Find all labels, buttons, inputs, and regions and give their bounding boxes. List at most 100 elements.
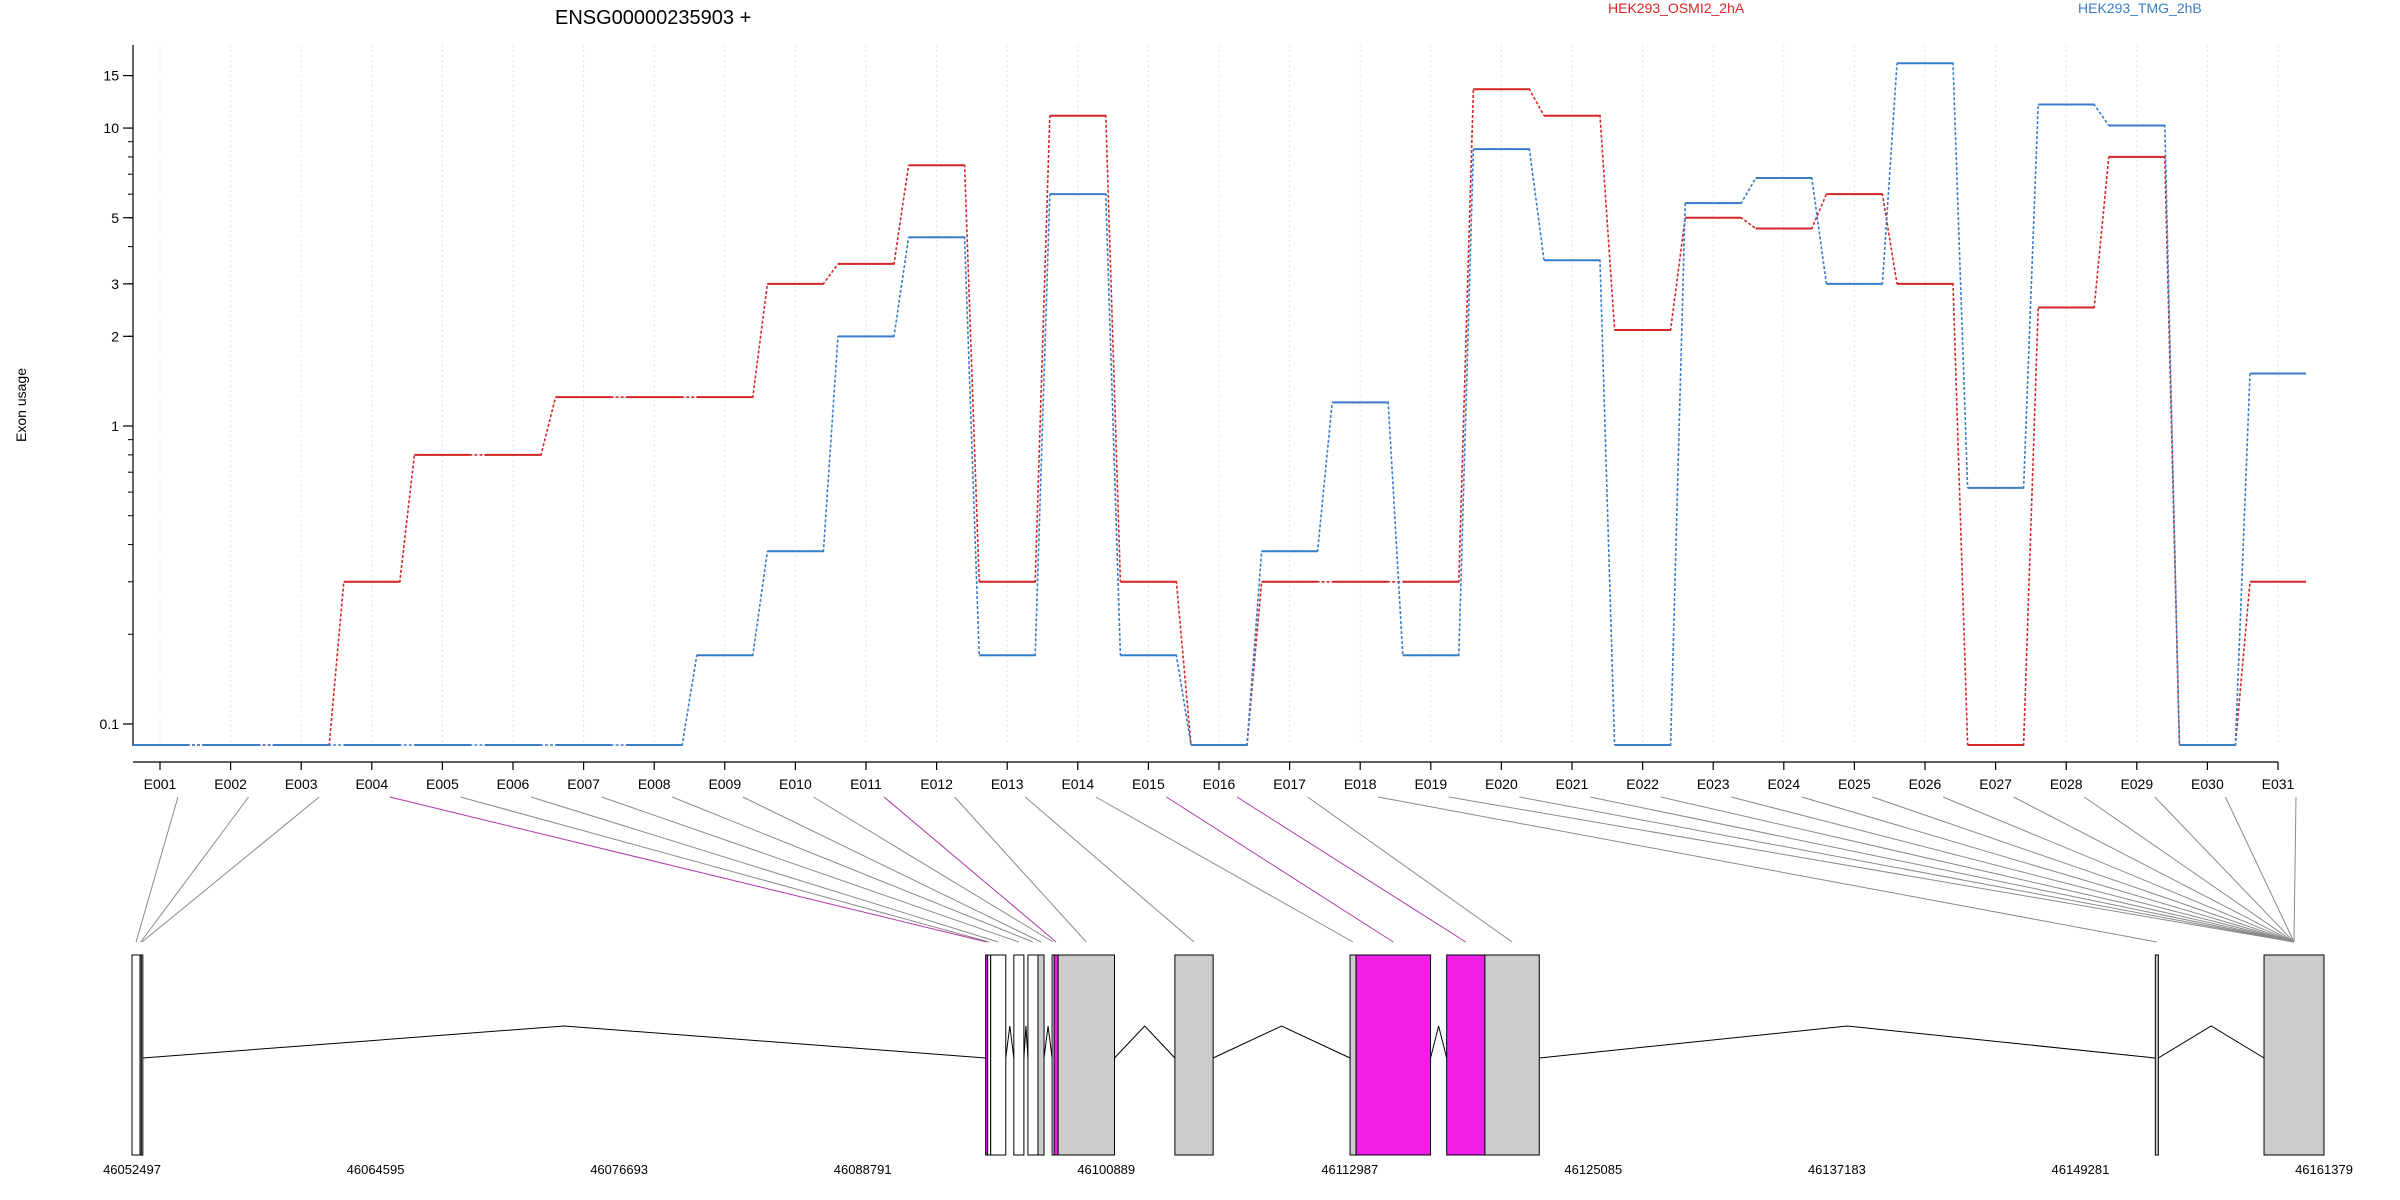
series-segment bbox=[1049, 193, 1122, 656]
series-segment bbox=[273, 581, 345, 746]
series-segment bbox=[2038, 156, 2110, 309]
x-tick-label: E024 bbox=[1767, 776, 1800, 792]
series-segment bbox=[696, 551, 769, 657]
x-tick-label: E020 bbox=[1485, 776, 1518, 792]
series-segment bbox=[979, 194, 1051, 657]
x-tick-label: E031 bbox=[2262, 776, 2295, 792]
exon-box bbox=[1057, 954, 1115, 1156]
exon-box bbox=[2154, 954, 2159, 1156]
exon-connector bbox=[530, 796, 999, 943]
intron-line bbox=[1430, 1025, 1448, 1059]
exon-box bbox=[1349, 954, 1357, 1156]
x-tick-label: E022 bbox=[1626, 776, 1659, 792]
series-segment bbox=[1614, 217, 1686, 331]
genomic-coordinate-labels: 46052497 46064595 46076693 46088791 46100889… bbox=[103, 1162, 2353, 1177]
x-tick-label: E030 bbox=[2191, 776, 2224, 792]
x-tick-label: E028 bbox=[2050, 776, 2083, 792]
series-segment bbox=[1402, 89, 1475, 583]
x-tick-label: E016 bbox=[1203, 776, 1236, 792]
chart-title: ENSG00000235903 + bbox=[555, 7, 751, 29]
series-segment bbox=[1120, 581, 1192, 746]
y-tick-label: 2 bbox=[111, 328, 119, 344]
intron-line bbox=[142, 1025, 986, 1059]
series-segment bbox=[767, 263, 839, 285]
series-segment bbox=[908, 236, 980, 656]
x-tick-label: E017 bbox=[1273, 776, 1306, 792]
series-2 bbox=[132, 62, 2306, 746]
y-tick-label: 5 bbox=[111, 210, 119, 226]
intron-line bbox=[1212, 1025, 1351, 1059]
series-segment bbox=[485, 396, 557, 456]
coordinate-label: 46052497 bbox=[103, 1162, 161, 1177]
series-segment bbox=[343, 454, 416, 583]
x-tick-label: E005 bbox=[426, 776, 459, 792]
exon-connector bbox=[2224, 796, 2295, 943]
series-segment bbox=[1049, 114, 1122, 582]
series-segment bbox=[908, 164, 980, 582]
exon-connector bbox=[1589, 796, 2295, 943]
x-tick-label: E013 bbox=[991, 776, 1024, 792]
series-segment bbox=[1473, 88, 1545, 117]
series-segment bbox=[767, 336, 839, 553]
exon-connector bbox=[1942, 796, 2295, 943]
y-tick-label: 15 bbox=[103, 68, 119, 84]
exon-connector-lines bbox=[135, 796, 2297, 943]
series-segment bbox=[2108, 124, 2181, 746]
intron-line bbox=[1114, 1025, 1176, 1059]
exon-box bbox=[2263, 954, 2325, 1156]
exon-box bbox=[1355, 954, 1432, 1156]
vertical-gridlines bbox=[159, 45, 2279, 745]
intron-line bbox=[1043, 1025, 1053, 1059]
exon-box bbox=[1027, 954, 1039, 1156]
exon-connector bbox=[1378, 796, 2157, 943]
exon-connector bbox=[135, 796, 179, 943]
x-tick-label: E021 bbox=[1556, 776, 1589, 792]
x-tick-label: E023 bbox=[1697, 776, 1730, 792]
exon-connector bbox=[2154, 796, 2295, 943]
exon-connector bbox=[1166, 796, 1394, 943]
exon-connector bbox=[1024, 796, 1195, 943]
intron-line bbox=[1539, 1025, 2156, 1059]
series-segment bbox=[2179, 373, 2251, 746]
series-segment bbox=[1967, 307, 2039, 746]
y-axis-label: Exon usage bbox=[13, 368, 29, 442]
x-tick-label: E008 bbox=[638, 776, 671, 792]
series-segment bbox=[696, 283, 769, 398]
exon-box bbox=[990, 954, 1007, 1156]
series-segment bbox=[1261, 402, 1333, 553]
legend-series-2: HEK293_TMG_2hB bbox=[2078, 0, 2202, 16]
exon-box bbox=[1053, 954, 1059, 1156]
y-tick-label: 1 bbox=[111, 418, 119, 434]
chart-series bbox=[132, 62, 2306, 746]
exon-connector bbox=[883, 796, 1057, 943]
series-segment bbox=[1544, 114, 1616, 331]
exon-box bbox=[131, 954, 141, 1156]
series-segment bbox=[1897, 62, 1969, 488]
series-segment bbox=[1191, 551, 1263, 746]
x-tick-label: E026 bbox=[1909, 776, 1942, 792]
series-segment bbox=[1685, 216, 1757, 230]
x-tick-label: E018 bbox=[1344, 776, 1377, 792]
exon-connector bbox=[1801, 796, 2295, 943]
exon-box bbox=[1484, 954, 1540, 1156]
exon-box bbox=[1174, 954, 1214, 1156]
series-segment bbox=[1826, 193, 1898, 284]
x-tick-label: E003 bbox=[285, 776, 318, 792]
series-segment bbox=[1685, 177, 1757, 204]
series-segment bbox=[1897, 283, 1969, 746]
series-segment bbox=[1755, 193, 1828, 230]
exon-connector bbox=[672, 796, 1034, 943]
x-tick-label: E011 bbox=[850, 776, 882, 792]
x-tick-label: E010 bbox=[779, 776, 812, 792]
x-tick-label: E025 bbox=[1838, 776, 1871, 792]
exon-connector bbox=[1307, 796, 1513, 943]
x-tick-label: E006 bbox=[497, 776, 530, 792]
intron-line bbox=[1005, 1025, 1015, 1059]
x-tick-label: E027 bbox=[1979, 776, 2012, 792]
exon-connector bbox=[141, 796, 320, 943]
series-segment bbox=[838, 165, 910, 265]
x-tick-label: E002 bbox=[214, 776, 247, 792]
coordinate-label: 46125085 bbox=[1564, 1162, 1622, 1177]
exon-connector bbox=[1519, 796, 2295, 943]
x-tick-label: E019 bbox=[1414, 776, 1447, 792]
